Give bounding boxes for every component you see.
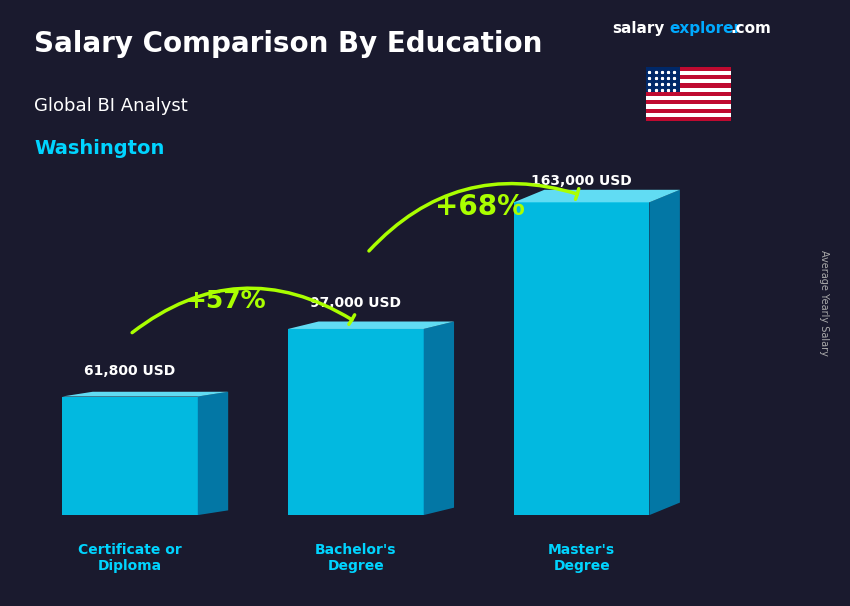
- Bar: [646, 67, 731, 71]
- Text: 61,800 USD: 61,800 USD: [84, 364, 176, 378]
- Text: +57%: +57%: [185, 288, 266, 313]
- Text: explorer: explorer: [670, 21, 742, 36]
- Text: Master's
Degree: Master's Degree: [548, 543, 615, 573]
- Bar: [646, 117, 731, 121]
- Bar: [646, 67, 680, 92]
- Polygon shape: [62, 391, 228, 396]
- Bar: [646, 113, 731, 117]
- Bar: [646, 92, 731, 96]
- Bar: [646, 104, 731, 108]
- Text: 163,000 USD: 163,000 USD: [531, 174, 632, 188]
- Text: salary: salary: [612, 21, 665, 36]
- Text: Salary Comparison By Education: Salary Comparison By Education: [34, 30, 542, 58]
- Text: 97,000 USD: 97,000 USD: [310, 296, 401, 310]
- Polygon shape: [514, 190, 680, 202]
- Polygon shape: [198, 391, 228, 515]
- Text: Bachelor's
Degree: Bachelor's Degree: [315, 543, 397, 573]
- Text: Certificate or
Diploma: Certificate or Diploma: [78, 543, 182, 573]
- Polygon shape: [423, 322, 454, 515]
- Text: Average Yearly Salary: Average Yearly Salary: [819, 250, 829, 356]
- Polygon shape: [288, 322, 454, 329]
- Bar: [62, 396, 198, 515]
- Text: .com: .com: [731, 21, 772, 36]
- Polygon shape: [649, 190, 680, 515]
- Bar: [646, 96, 731, 100]
- Bar: [514, 202, 649, 515]
- Bar: [646, 88, 731, 92]
- Text: +68%: +68%: [435, 193, 525, 221]
- Bar: [288, 329, 423, 515]
- Bar: [646, 100, 731, 104]
- Text: Washington: Washington: [34, 139, 164, 158]
- Bar: [646, 84, 731, 88]
- Bar: [646, 75, 731, 79]
- Bar: [646, 71, 731, 75]
- Text: Global BI Analyst: Global BI Analyst: [34, 97, 188, 115]
- Bar: [646, 108, 731, 113]
- Bar: [646, 79, 731, 84]
